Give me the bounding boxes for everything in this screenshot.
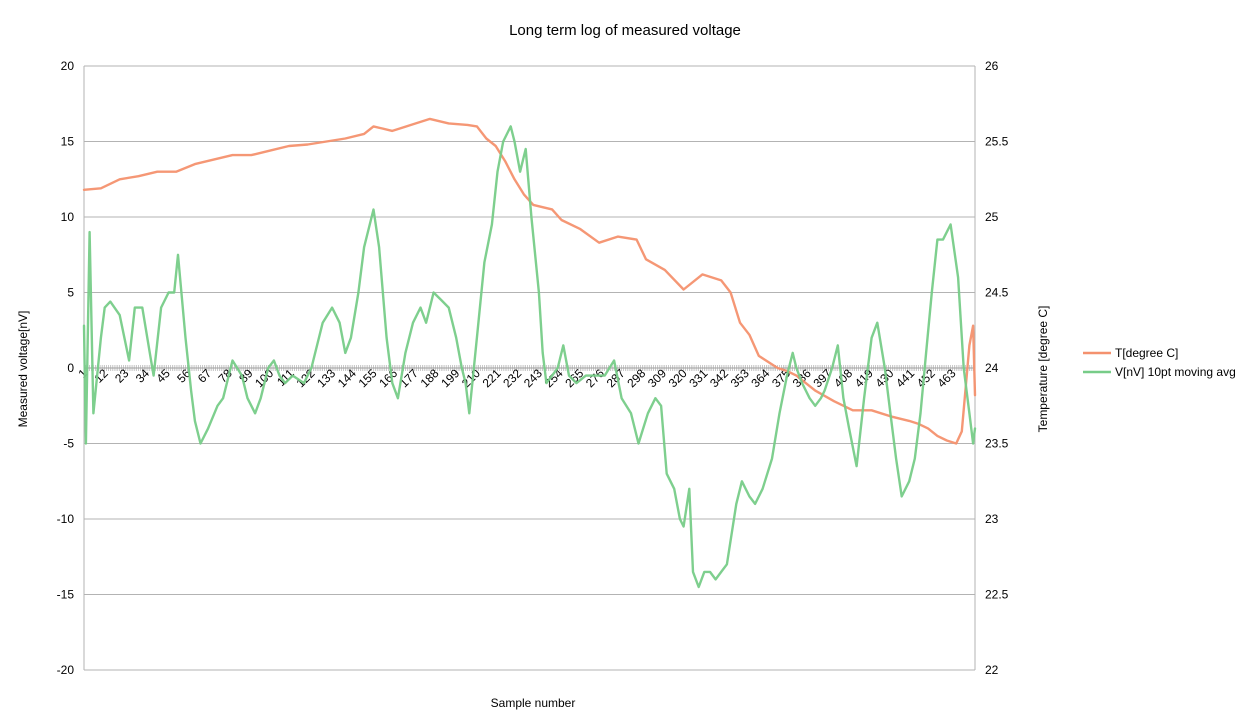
x-tick-label: 452 (914, 366, 938, 390)
y2-axis-ticks: 26 25.5 25 24.5 24 23.5 23 22.5 22 (985, 59, 1009, 677)
legend-label: T[degree C] (1115, 346, 1178, 360)
y-tick-label: 15 (61, 135, 75, 149)
x-tick-label: 232 (500, 366, 524, 390)
x-tick-label: 342 (707, 366, 731, 390)
x-tick-label: 221 (480, 366, 504, 390)
y2-tick-label: 25.5 (985, 135, 1009, 149)
y2-tick-label: 22 (985, 663, 999, 677)
y-tick-label: -15 (57, 588, 75, 602)
y2-tick-label: 25 (985, 210, 999, 224)
x-tick-label: 144 (335, 366, 359, 390)
series-line-1 (82, 117, 977, 445)
x-tick-label: 12 (91, 366, 111, 386)
y2-axis-label: Temperature [degree C] (1036, 306, 1050, 433)
x-tick-label: 23 (112, 366, 132, 386)
series-line-2 (82, 125, 977, 589)
x-tick-label: 441 (893, 366, 917, 390)
y2-tick-label: 26 (985, 59, 999, 73)
x-tick-label: 188 (418, 366, 442, 390)
x-tick-label: 463 (935, 366, 959, 390)
x-tick-label: 199 (438, 366, 462, 390)
x-tick-label: 45 (153, 366, 173, 386)
y-axis-label: Measured voltage[nV] (16, 311, 30, 428)
y2-tick-label: 22.5 (985, 588, 1009, 602)
legend: T[degree C] V[nV] 10pt moving avg (1083, 346, 1236, 379)
y2-tick-label: 23 (985, 512, 999, 526)
y-tick-label: -10 (57, 512, 75, 526)
y-tick-label: -5 (63, 437, 74, 451)
chart-title: Long term log of measured voltage (509, 22, 741, 39)
y2-tick-label: 24.5 (985, 286, 1009, 300)
y-tick-label: 20 (61, 59, 75, 73)
y-axis-ticks: 20 15 10 5 0 -5 -10 -15 -20 (57, 59, 75, 677)
x-tick-label: 78 (216, 366, 236, 386)
x-tick-label: 34 (133, 366, 153, 386)
y-tick-label: 10 (61, 210, 75, 224)
grid (83, 65, 976, 671)
x-tick-label: 309 (645, 366, 669, 390)
x-tick-label: 166 (376, 366, 400, 390)
x-tick-label: 155 (356, 366, 380, 390)
x-axis-label: Sample number (491, 696, 576, 710)
x-tick-label: 243 (521, 366, 545, 390)
x-tick-label: 353 (728, 366, 752, 390)
x-tick-label: 67 (195, 366, 215, 386)
y2-tick-label: 23.5 (985, 437, 1009, 451)
x-tick-label: 419 (852, 366, 876, 390)
x-tick-label: 298 (624, 366, 648, 390)
legend-label: V[nV] 10pt moving avg (1115, 365, 1236, 379)
y2-tick-label: 24 (985, 361, 999, 375)
x-tick-label: 331 (686, 366, 710, 390)
y-tick-label: -20 (57, 663, 75, 677)
x-tick-label: 364 (748, 366, 772, 390)
x-tick-label: 320 (666, 366, 690, 390)
x-tick-label: 276 (583, 366, 607, 390)
x-tick-label: 133 (314, 366, 338, 390)
series-lines (82, 117, 977, 589)
y-tick-label: 0 (67, 361, 74, 375)
y-tick-label: 5 (67, 286, 74, 300)
